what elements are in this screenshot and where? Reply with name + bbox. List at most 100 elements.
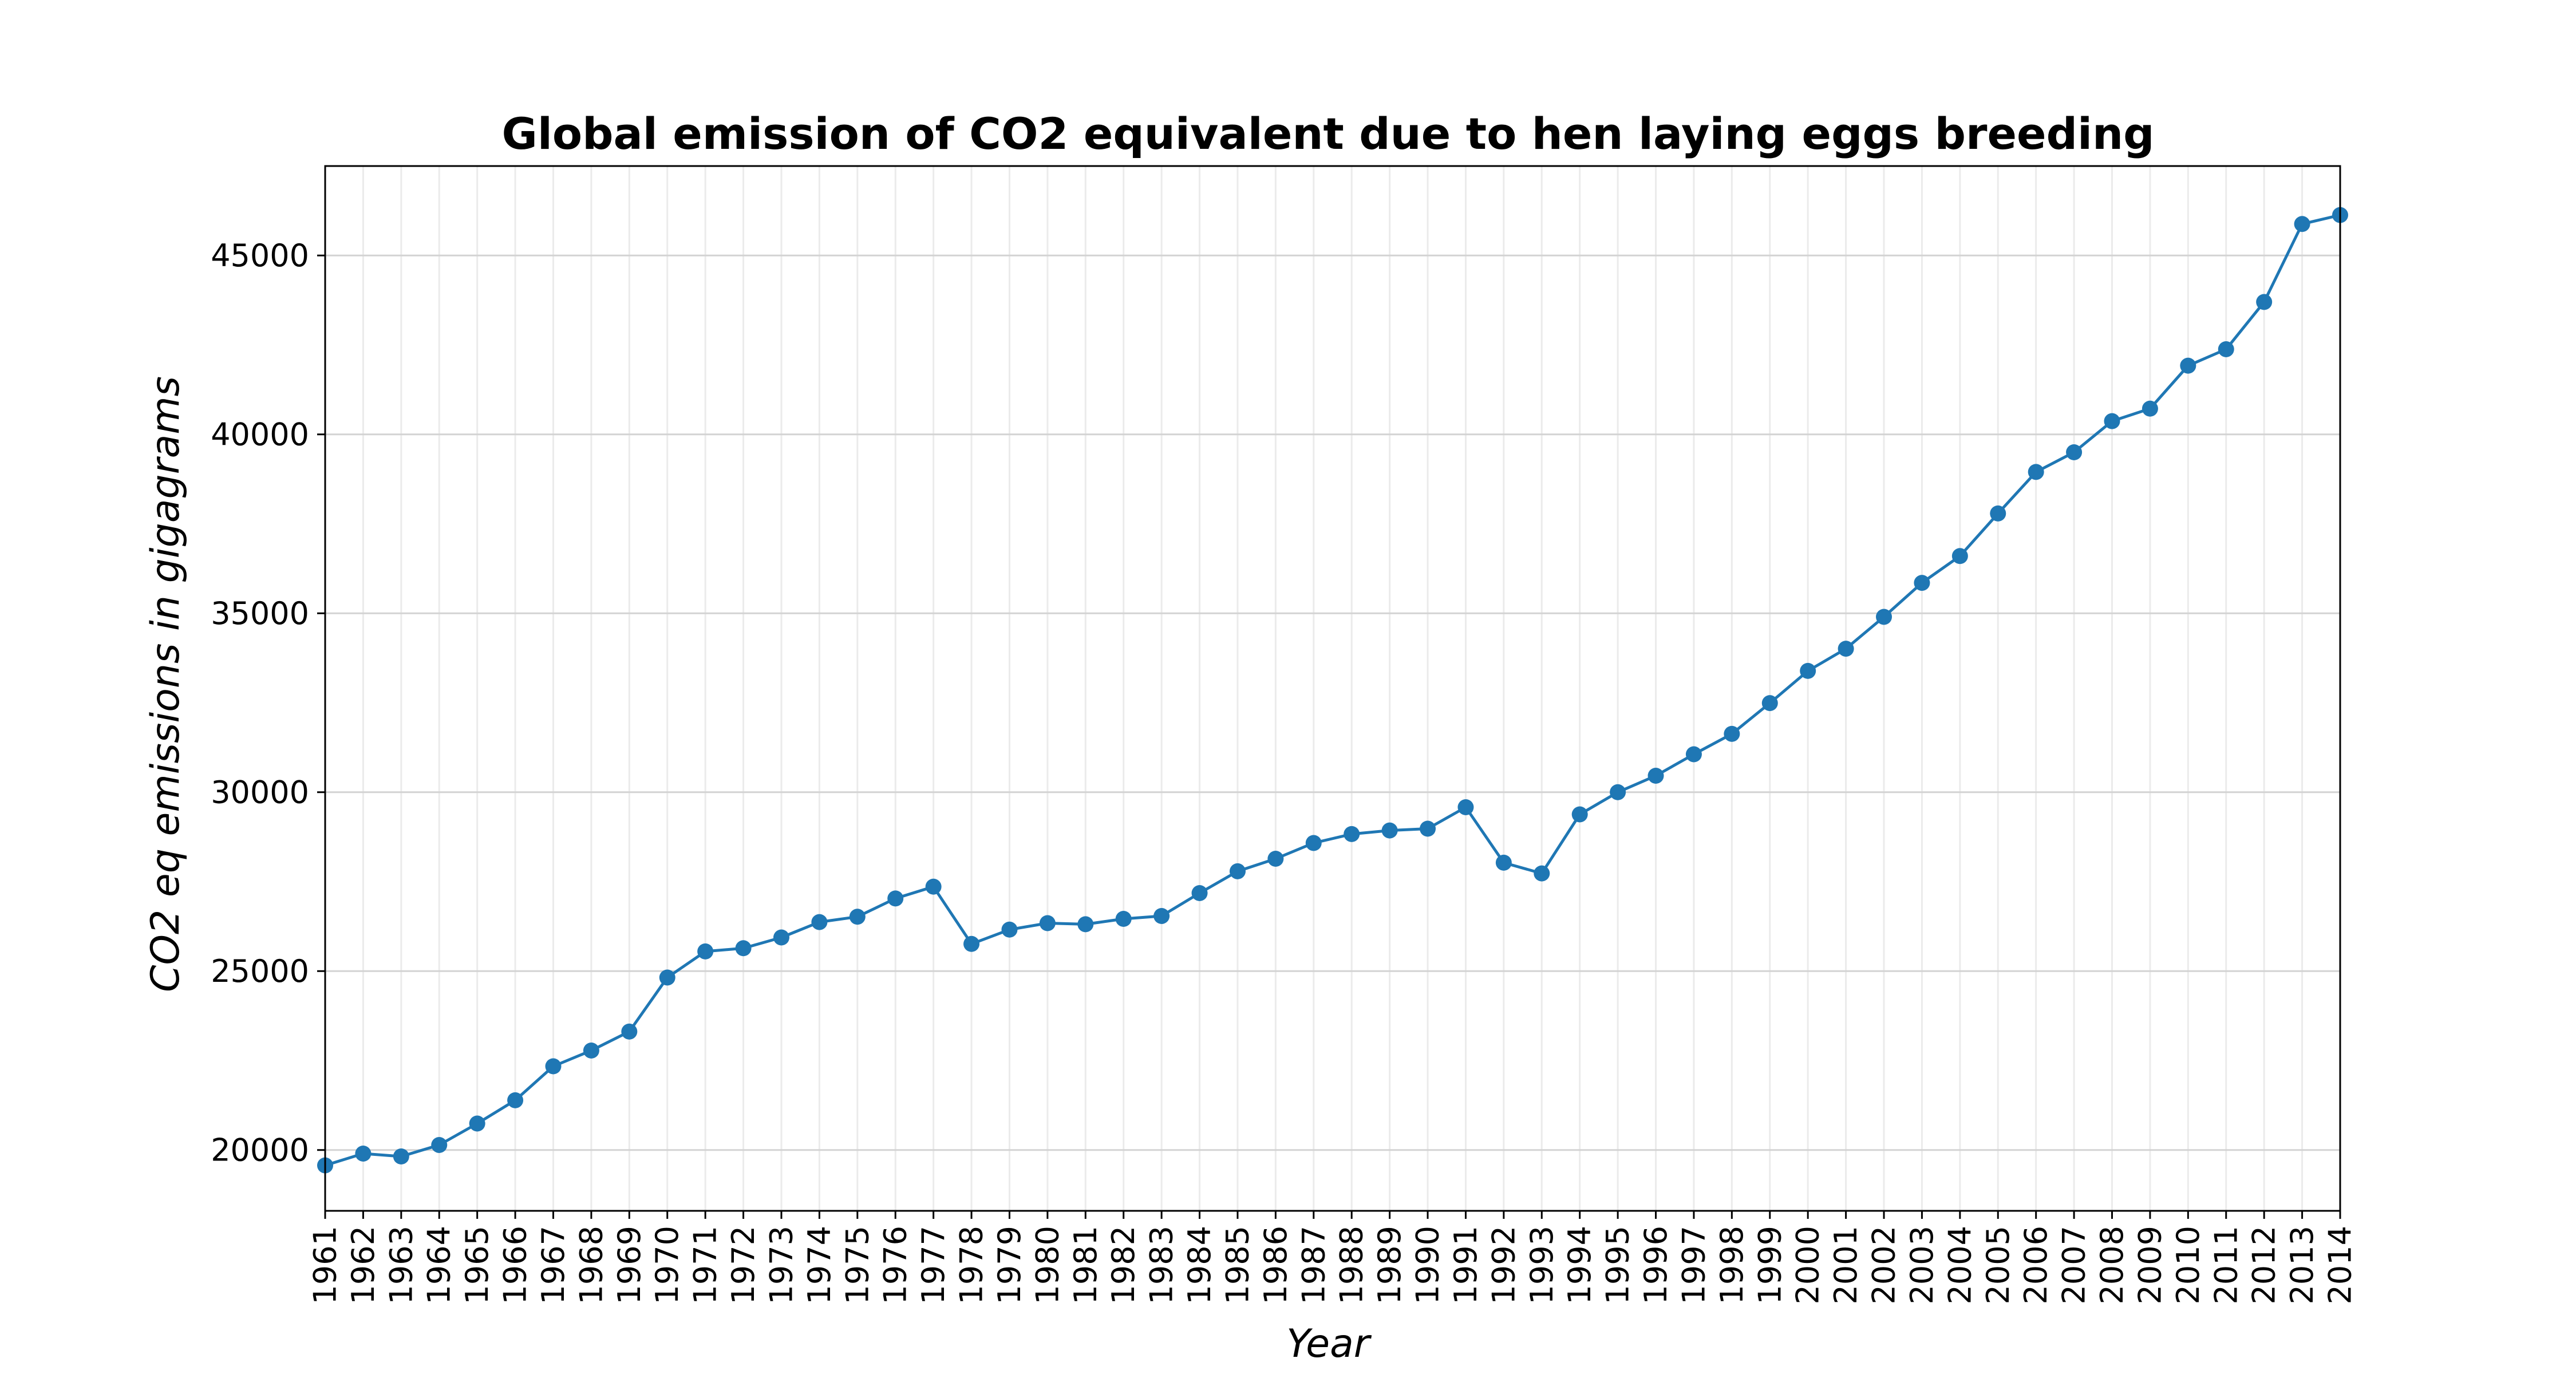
grid	[324, 166, 2341, 1211]
x-tick-label: 1963	[383, 1226, 419, 1304]
x-tick-label: 1996	[1638, 1226, 1674, 1304]
chart-title: Global emission of CO2 equivalent due to…	[501, 108, 2154, 159]
data-point	[1077, 916, 1094, 933]
x-tick-label: 1997	[1676, 1226, 1712, 1304]
x-tick-label: 1961	[307, 1226, 343, 1304]
data-point	[2256, 294, 2273, 310]
y-tick-label: 40000	[211, 416, 309, 452]
x-tick-label: 2009	[2132, 1226, 2168, 1304]
data-point	[1153, 908, 1170, 924]
x-tick-label: 2013	[2284, 1226, 2320, 1304]
data-point	[1039, 915, 1056, 931]
x-tick-label: 2005	[1980, 1226, 2016, 1304]
data-point	[1001, 921, 1018, 938]
x-tick-label: 1986	[1258, 1226, 1294, 1304]
x-tick-label: 2011	[2208, 1226, 2244, 1304]
data-point	[963, 935, 980, 952]
data-point	[1305, 835, 1322, 851]
data-point	[2066, 444, 2083, 460]
data-point	[2104, 413, 2120, 429]
x-axis-ticks: 1961 1962 1963 1964 1965 1966 1967 1968 1969 1970…	[307, 1211, 2358, 1304]
data-point	[431, 1137, 448, 1153]
data-point	[1267, 851, 1284, 867]
data-point	[507, 1092, 524, 1108]
x-tick-label: 1973	[763, 1226, 799, 1304]
x-tick-label: 1994	[1562, 1226, 1598, 1304]
x-tick-label: 1979	[991, 1226, 1028, 1304]
data-point	[2294, 216, 2310, 232]
data-point	[811, 914, 828, 930]
data-point	[659, 969, 675, 986]
x-tick-label: 2001	[1828, 1226, 1864, 1304]
data-point	[1457, 799, 1474, 815]
data-point	[1990, 505, 2006, 522]
y-tick-label: 45000	[211, 238, 309, 274]
data-point	[735, 940, 752, 957]
x-tick-label: 1989	[1372, 1226, 1408, 1304]
x-tick-label: 1981	[1068, 1226, 1104, 1304]
x-tick-label: 1974	[801, 1226, 837, 1304]
x-tick-label: 1967	[535, 1226, 571, 1304]
y-axis-ticks: 20000 25000 30000 35000 40000 45000	[211, 238, 325, 1168]
plot-frame	[324, 165, 2341, 1212]
x-tick-label: 1975	[839, 1226, 875, 1304]
x-tick-label: 1985	[1219, 1226, 1255, 1304]
y-tick-label: 20000	[211, 1132, 309, 1168]
x-tick-label: 1983	[1144, 1226, 1180, 1304]
data-point	[1534, 865, 1550, 882]
x-tick-label: 2003	[1904, 1226, 1940, 1304]
x-tick-label: 1988	[1334, 1226, 1370, 1304]
x-tick-label: 1970	[649, 1226, 685, 1304]
x-tick-label: 1990	[1410, 1226, 1446, 1304]
series-layer	[317, 207, 2348, 1174]
data-point	[1420, 820, 1436, 837]
data-point	[1495, 854, 1512, 871]
data-point	[393, 1148, 409, 1164]
y-tick-label: 30000	[211, 774, 309, 810]
data-point	[1571, 806, 1588, 823]
y-tick-label: 35000	[211, 595, 309, 631]
data-point	[1115, 911, 1132, 927]
x-tick-label: 1978	[954, 1226, 990, 1304]
x-tick-label: 1984	[1182, 1226, 1218, 1304]
x-tick-label: 1966	[497, 1226, 534, 1304]
data-point	[355, 1146, 372, 1162]
data-point	[1610, 784, 1626, 800]
y-axis-label: CO2 eq emissions in gigagrams	[143, 376, 188, 992]
data-point	[1191, 885, 1208, 901]
x-axis-label: Year	[1286, 1321, 1372, 1367]
data-point	[849, 909, 866, 925]
data-point	[925, 878, 942, 895]
x-tick-label: 1999	[1752, 1226, 1788, 1304]
data-point	[2028, 464, 2044, 480]
data-point	[583, 1043, 599, 1059]
data-point	[1724, 725, 1740, 742]
x-tick-label: 2014	[2322, 1226, 2358, 1304]
data-point	[1647, 768, 1664, 784]
x-tick-label: 1998	[1714, 1226, 1750, 1304]
x-tick-label: 1987	[1295, 1226, 1332, 1304]
x-tick-label: 1964	[421, 1226, 457, 1304]
x-tick-label: 1995	[1600, 1226, 1636, 1304]
data-point	[773, 929, 789, 946]
x-tick-label: 1993	[1524, 1226, 1560, 1304]
data-point	[621, 1023, 638, 1040]
data-point	[1344, 826, 1360, 842]
data-point	[697, 943, 714, 960]
x-tick-label: 1982	[1105, 1226, 1141, 1304]
x-tick-label: 1971	[688, 1226, 724, 1304]
data-point	[1381, 822, 1398, 839]
x-tick-label: 2007	[2056, 1226, 2092, 1304]
x-tick-label: 2000	[1790, 1226, 1826, 1304]
data-point	[2142, 400, 2158, 417]
x-tick-label: 2008	[2094, 1226, 2130, 1304]
x-tick-label: 1992	[1485, 1226, 1522, 1304]
data-point	[1951, 548, 1968, 564]
x-tick-label: 1991	[1448, 1226, 1484, 1304]
data-point	[469, 1115, 485, 1132]
data-point	[1914, 575, 1930, 591]
x-tick-label: 2012	[2246, 1226, 2282, 1304]
x-tick-label: 1965	[459, 1226, 495, 1304]
